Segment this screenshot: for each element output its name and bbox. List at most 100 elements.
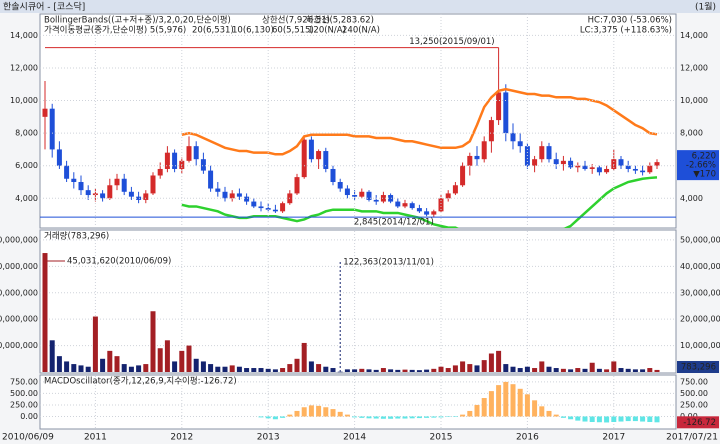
bar <box>460 361 466 372</box>
bar <box>604 416 610 423</box>
candle-body <box>438 198 444 212</box>
candle-body <box>301 139 307 178</box>
hc-label: HC:7,030 (-53.06%) <box>588 16 672 26</box>
bar <box>337 371 343 373</box>
y-tick-label: 6,000 <box>15 161 38 170</box>
bar <box>654 416 660 423</box>
candle-body <box>244 196 250 202</box>
bar <box>229 365 235 372</box>
y-tick-label: 500.00 <box>10 389 38 398</box>
bar <box>352 369 358 372</box>
max-annotation: 45,031,620(2010/06/09) <box>67 257 171 267</box>
candle-body <box>344 188 350 196</box>
candle-body <box>568 160 574 168</box>
bar <box>409 369 415 372</box>
bar <box>157 348 163 372</box>
candle-body <box>222 191 228 199</box>
legend-ma240: 240(N/A) <box>342 26 380 36</box>
candle-body <box>308 139 314 160</box>
legend-bb: BollingerBands((고+저+종)/3,2,0,20,단순이평) <box>44 15 231 26</box>
bar <box>344 369 350 372</box>
bar <box>481 398 487 417</box>
bar <box>316 364 322 372</box>
bar <box>186 345 192 372</box>
bar <box>618 368 624 372</box>
bar <box>532 400 538 417</box>
bar <box>474 365 480 372</box>
bar <box>71 364 77 372</box>
x-tick-label: 2010/06/09 <box>2 433 54 443</box>
price-box-change: -2.66% <box>686 161 716 171</box>
price-box-diff: ▼170 <box>693 170 716 180</box>
bar <box>431 368 437 372</box>
candle-body <box>78 182 84 191</box>
bar <box>654 369 660 372</box>
legend-ma10: 10(6,130) <box>232 26 274 36</box>
candle-body <box>488 120 494 142</box>
y-tick-label-right: 40,000,000 <box>680 262 720 271</box>
bar <box>388 369 394 372</box>
candle-body <box>200 159 206 171</box>
x-tick-label: 2017 <box>602 433 625 443</box>
legend-ma120: 120(N/A) <box>308 26 346 36</box>
y-tick-label-right: 20,000,000 <box>680 315 720 324</box>
candle-body <box>157 168 163 176</box>
bar <box>589 416 595 423</box>
bar <box>308 405 314 417</box>
bar <box>92 316 98 372</box>
bar <box>575 368 581 372</box>
candle-body <box>467 155 473 166</box>
bar <box>524 394 530 417</box>
bar <box>402 416 408 419</box>
bar <box>193 358 199 372</box>
candle-body <box>107 185 113 199</box>
candle-body <box>589 167 595 169</box>
macd-panel <box>39 374 677 430</box>
candle-body <box>172 152 178 169</box>
candle-body <box>265 208 271 210</box>
bar <box>618 416 624 422</box>
bar <box>640 416 646 422</box>
x-tick-label: 2014 <box>343 433 366 443</box>
bar <box>539 361 545 372</box>
candle-body <box>560 160 566 165</box>
bar <box>438 416 444 418</box>
candle-body <box>71 178 77 183</box>
bar <box>344 414 350 417</box>
candle-body <box>546 146 552 160</box>
candle-body <box>431 211 437 215</box>
bar <box>287 414 293 417</box>
bar <box>330 409 336 417</box>
x-tick-label: 2011 <box>84 433 107 443</box>
bar <box>164 340 170 372</box>
candle-body <box>460 165 466 186</box>
bar <box>553 414 559 417</box>
bar <box>474 404 480 417</box>
bar <box>64 361 70 372</box>
candle-body <box>323 151 329 169</box>
bar <box>510 366 516 372</box>
bar <box>388 416 394 419</box>
candle-body <box>85 190 91 196</box>
candle-body <box>395 201 401 207</box>
bar <box>560 416 566 418</box>
candle-body <box>114 178 120 186</box>
bar <box>575 416 581 421</box>
y-tick-label-right: 250.00 <box>680 400 708 409</box>
bar <box>611 361 617 372</box>
bar <box>373 416 379 419</box>
volume-panel <box>39 229 677 374</box>
bar <box>460 414 466 417</box>
bar <box>308 361 314 372</box>
bar <box>78 365 84 372</box>
candle-body <box>416 208 422 212</box>
legend-lower: 하한선(5,283.62) <box>306 15 374 26</box>
low-annotation: 2,845(2014/12/01) <box>354 218 434 228</box>
bar <box>373 369 379 372</box>
y-tick-label: 20,000,000 <box>0 315 38 324</box>
bar <box>481 360 487 372</box>
y-tick-label-right: 750.00 <box>680 377 708 386</box>
y-tick-label: 250.00 <box>10 400 38 409</box>
legend-ma20: 20(6,531) <box>192 26 234 36</box>
y-tick-label: 14,000 <box>10 31 38 40</box>
